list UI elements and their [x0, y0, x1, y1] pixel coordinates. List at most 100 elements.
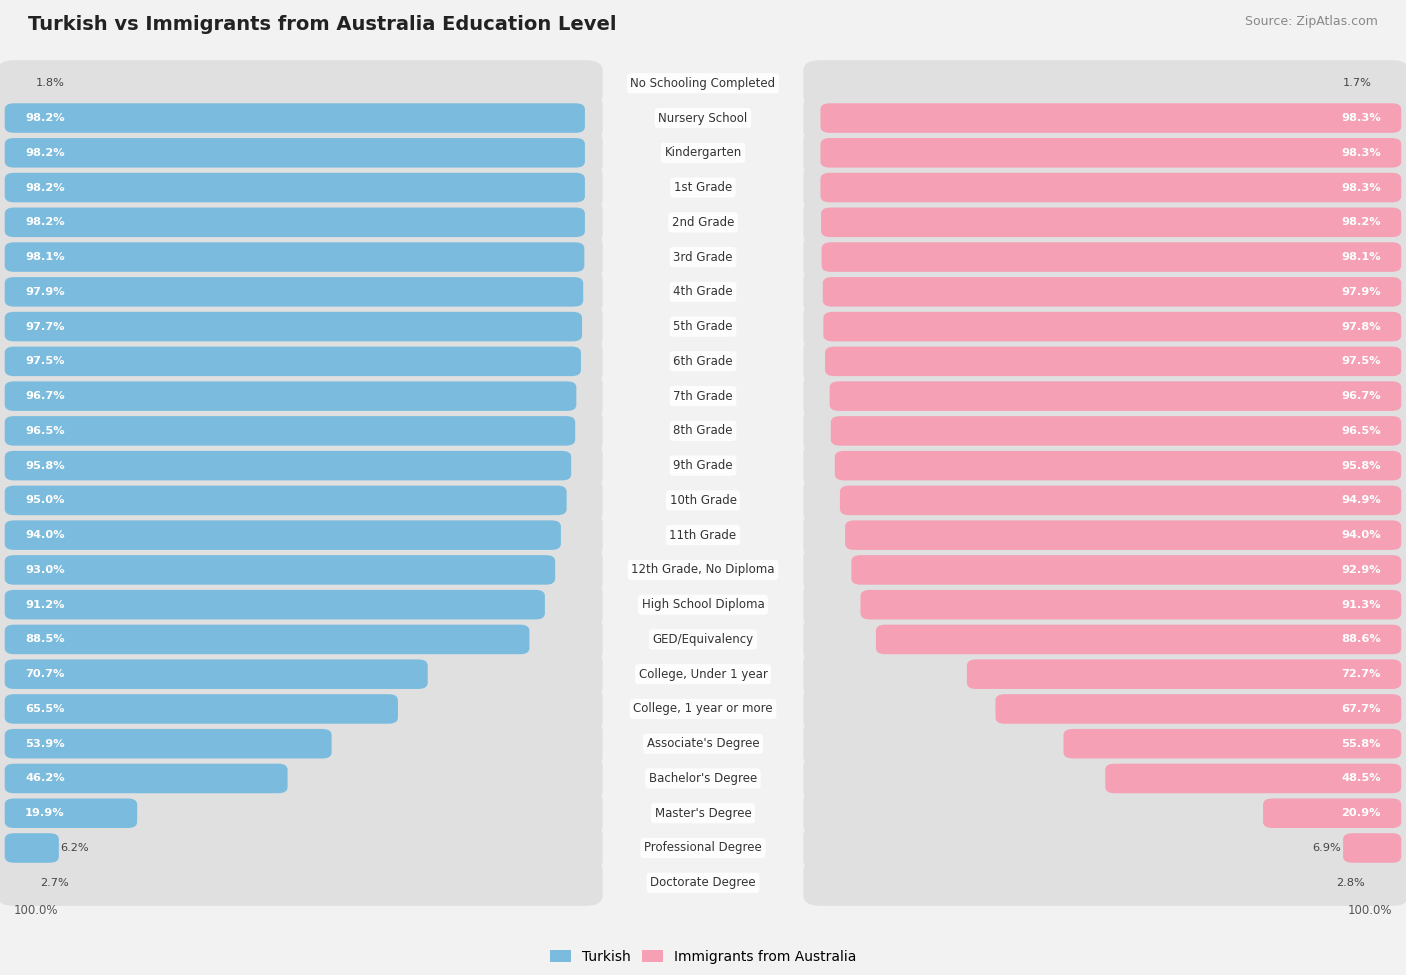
FancyBboxPatch shape [803, 581, 1406, 628]
Text: No Schooling Completed: No Schooling Completed [630, 77, 776, 90]
Text: 98.2%: 98.2% [25, 113, 65, 123]
FancyBboxPatch shape [0, 860, 603, 906]
Text: 98.1%: 98.1% [1341, 253, 1381, 262]
FancyBboxPatch shape [803, 60, 1406, 106]
FancyBboxPatch shape [4, 590, 546, 619]
Text: 72.7%: 72.7% [1341, 669, 1381, 680]
FancyBboxPatch shape [803, 512, 1406, 559]
FancyBboxPatch shape [803, 95, 1406, 141]
Text: 6.2%: 6.2% [60, 843, 89, 853]
FancyBboxPatch shape [0, 373, 603, 419]
Text: 94.0%: 94.0% [1341, 530, 1381, 540]
FancyBboxPatch shape [0, 60, 603, 106]
Text: 97.8%: 97.8% [1341, 322, 1381, 332]
Text: 95.8%: 95.8% [25, 460, 65, 471]
FancyBboxPatch shape [803, 269, 1406, 315]
Text: 19.9%: 19.9% [25, 808, 65, 818]
Text: 8th Grade: 8th Grade [673, 424, 733, 438]
Legend: Turkish, Immigrants from Australia: Turkish, Immigrants from Australia [544, 945, 862, 969]
Text: 6th Grade: 6th Grade [673, 355, 733, 368]
FancyBboxPatch shape [0, 756, 603, 801]
FancyBboxPatch shape [4, 521, 561, 550]
Text: 10th Grade: 10th Grade [669, 494, 737, 507]
Text: 7th Grade: 7th Grade [673, 390, 733, 403]
Text: Nursery School: Nursery School [658, 111, 748, 125]
Text: 96.5%: 96.5% [1341, 426, 1381, 436]
Text: 98.3%: 98.3% [1341, 113, 1381, 123]
FancyBboxPatch shape [0, 581, 603, 628]
FancyBboxPatch shape [0, 199, 603, 246]
Text: 95.8%: 95.8% [1341, 460, 1381, 471]
Text: 98.2%: 98.2% [25, 182, 65, 193]
Text: 55.8%: 55.8% [1341, 739, 1381, 749]
FancyBboxPatch shape [4, 277, 583, 306]
FancyBboxPatch shape [1105, 763, 1402, 794]
FancyBboxPatch shape [821, 208, 1402, 237]
Text: 98.3%: 98.3% [1341, 182, 1381, 193]
FancyBboxPatch shape [823, 277, 1402, 306]
Text: 20.9%: 20.9% [1341, 808, 1381, 818]
FancyBboxPatch shape [0, 269, 603, 315]
Text: 100.0%: 100.0% [14, 904, 59, 917]
FancyBboxPatch shape [876, 625, 1402, 654]
FancyBboxPatch shape [4, 694, 398, 723]
Text: 96.5%: 96.5% [25, 426, 65, 436]
FancyBboxPatch shape [0, 95, 603, 141]
Text: 70.7%: 70.7% [25, 669, 65, 680]
FancyBboxPatch shape [0, 512, 603, 559]
Text: 2.8%: 2.8% [1336, 878, 1365, 888]
Text: 53.9%: 53.9% [25, 739, 65, 749]
FancyBboxPatch shape [803, 790, 1406, 837]
FancyBboxPatch shape [4, 173, 585, 203]
Text: 6.9%: 6.9% [1313, 843, 1341, 853]
Text: 1st Grade: 1st Grade [673, 181, 733, 194]
FancyBboxPatch shape [4, 625, 530, 654]
Text: 91.3%: 91.3% [1341, 600, 1381, 609]
FancyBboxPatch shape [0, 651, 603, 697]
Text: High School Diploma: High School Diploma [641, 599, 765, 611]
FancyBboxPatch shape [852, 555, 1402, 585]
FancyBboxPatch shape [0, 790, 603, 837]
FancyBboxPatch shape [4, 834, 59, 863]
FancyBboxPatch shape [4, 729, 332, 759]
FancyBboxPatch shape [0, 408, 603, 454]
FancyBboxPatch shape [0, 547, 603, 593]
Text: 97.9%: 97.9% [25, 287, 65, 296]
Text: 12th Grade, No Diploma: 12th Grade, No Diploma [631, 564, 775, 576]
FancyBboxPatch shape [803, 199, 1406, 246]
Text: 88.5%: 88.5% [25, 635, 65, 644]
FancyBboxPatch shape [821, 103, 1402, 133]
FancyBboxPatch shape [845, 521, 1402, 550]
Text: 4th Grade: 4th Grade [673, 286, 733, 298]
FancyBboxPatch shape [995, 694, 1402, 723]
Text: Source: ZipAtlas.com: Source: ZipAtlas.com [1244, 15, 1378, 27]
Text: 1.7%: 1.7% [1343, 78, 1371, 89]
Text: 94.9%: 94.9% [1341, 495, 1381, 505]
FancyBboxPatch shape [4, 450, 571, 481]
Text: 98.2%: 98.2% [25, 217, 65, 227]
Text: 95.0%: 95.0% [25, 495, 65, 505]
FancyBboxPatch shape [839, 486, 1402, 515]
Text: 2.7%: 2.7% [41, 878, 69, 888]
FancyBboxPatch shape [4, 138, 585, 168]
FancyBboxPatch shape [803, 234, 1406, 280]
FancyBboxPatch shape [821, 138, 1402, 168]
FancyBboxPatch shape [824, 312, 1402, 341]
FancyBboxPatch shape [1263, 799, 1402, 828]
Text: 97.9%: 97.9% [1341, 287, 1381, 296]
Text: 98.2%: 98.2% [25, 148, 65, 158]
FancyBboxPatch shape [0, 303, 603, 350]
FancyBboxPatch shape [4, 799, 138, 828]
Text: 2nd Grade: 2nd Grade [672, 215, 734, 229]
FancyBboxPatch shape [0, 234, 603, 280]
FancyBboxPatch shape [0, 721, 603, 766]
FancyBboxPatch shape [803, 373, 1406, 419]
FancyBboxPatch shape [830, 381, 1402, 410]
Text: 98.1%: 98.1% [25, 253, 65, 262]
Text: 100.0%: 100.0% [1347, 904, 1392, 917]
Text: 94.0%: 94.0% [25, 530, 65, 540]
Text: 97.5%: 97.5% [1341, 356, 1381, 367]
FancyBboxPatch shape [4, 763, 288, 794]
Text: 5th Grade: 5th Grade [673, 320, 733, 333]
FancyBboxPatch shape [803, 685, 1406, 732]
